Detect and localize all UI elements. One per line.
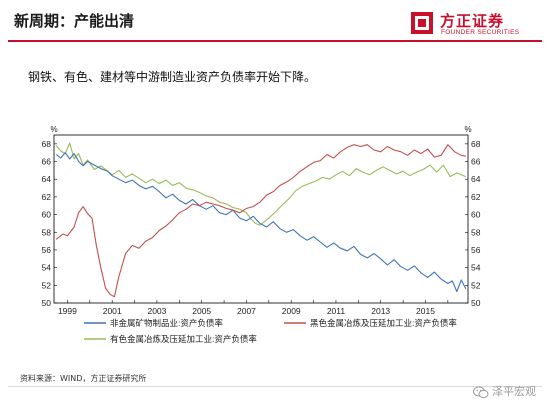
footer-divider [8,386,542,387]
watermark-text: 泽平宏观 [492,385,536,398]
logo-mark-icon [411,12,433,34]
y-left-tick-label: 60 [42,210,52,220]
y-right-tick-label: 58 [471,227,481,237]
title-divider [8,40,542,42]
left-unit-label: % [50,125,57,134]
y-right-tick-label: 50 [471,298,481,308]
y-right-tick-label: 62 [471,192,481,202]
slide-subtitle: 钢铁、有色、建材等中游制造业资产负债率开始下降。 [28,70,317,84]
company-logo: 方正证券 FOUNDER SECURITIES [410,9,538,39]
y-right-tick-label: 64 [471,174,481,184]
y-left-tick-label: 50 [42,298,52,308]
logo-name: 方正证券 [440,12,505,30]
x-tick-label: 2013 [371,306,390,316]
y-right-tick-label: 54 [471,263,481,273]
x-tick-label: 2009 [282,306,301,316]
chart-legend: 非金属矿物制品业:资产负债率 黑色金属冶炼及压延加工业:资产负债率有色金属冶炼及压… [84,318,457,344]
y-left-tick-label: 56 [42,245,52,255]
x-tick-label: 2011 [327,306,346,316]
series-lines [55,142,467,298]
legend-label: 有色金属冶炼及压延加工业:资产负债率 [110,334,257,344]
left-y-axis: 50 52 54 56 58 60 62 64 66 68 [42,139,57,308]
source-note: 资料来源：WIND，方正证券研究所 [20,374,147,383]
watermark: 泽平宏观 [473,383,536,399]
y-left-tick-label: 62 [42,192,52,202]
y-right-tick-label: 66 [471,157,481,167]
y-left-tick-label: 68 [42,139,52,149]
y-right-tick-label: 52 [471,280,481,290]
series-line-0 [55,152,467,293]
y-right-tick-label: 68 [471,139,481,149]
y-left-tick-label: 58 [42,227,52,237]
series-line-2 [55,142,467,226]
x-tick-label: 1999 [58,306,77,316]
y-right-tick-label: 60 [471,210,481,220]
y-left-tick-label: 54 [42,263,52,273]
page-title: 新周期：产能出清 [14,12,135,30]
line-chart: % % 50 52 54 56 58 60 62 64 66 68 50 52 54 56 58 60 62 6… [42,125,481,344]
y-left-tick-label: 52 [42,280,52,290]
right-unit-label: % [464,125,471,134]
right-y-axis: 50 52 54 56 58 60 62 64 66 68 [465,139,481,308]
logo-english-name: FOUNDER SECURITIES [441,29,520,36]
x-axis: 1999 2001 2003 2005 2007 2009 2011 2013 2015 [58,300,449,316]
x-tick-label: 2003 [147,306,166,316]
legend-label: 非金属矿物制品业:资产负债率 [110,318,223,328]
legend-label: 黑色金属冶炼及压延加工业:资产负债率 [310,318,457,328]
y-right-tick-label: 56 [471,245,481,255]
y-left-tick-label: 64 [42,174,52,184]
wechat-icon [473,386,489,398]
x-tick-label: 2001 [103,306,122,316]
y-left-tick-label: 66 [42,157,52,167]
x-tick-label: 2015 [416,306,435,316]
x-tick-label: 2007 [237,306,256,316]
x-tick-label: 2005 [192,306,211,316]
plot-frame [53,134,469,304]
series-line-1 [55,144,466,298]
